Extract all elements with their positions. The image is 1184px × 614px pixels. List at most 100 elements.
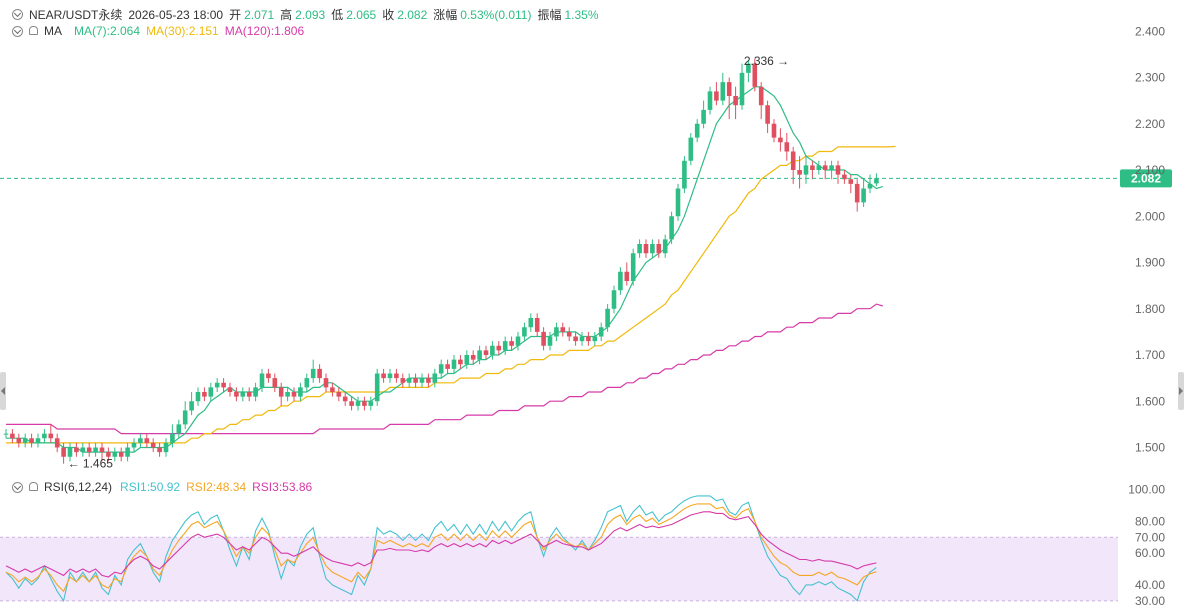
low-value: 2.065 (346, 8, 377, 22)
candle-body (758, 86, 764, 106)
candle (714, 82, 719, 106)
candle-body (163, 442, 169, 453)
candle-body (394, 373, 399, 379)
candle (170, 424, 175, 448)
candle-body (547, 336, 553, 346)
candle-body (131, 442, 137, 448)
candle-body (362, 401, 367, 406)
candle-body (336, 392, 342, 397)
ma7-series-line (6, 86, 883, 453)
candle-body (682, 160, 687, 189)
candle-body (701, 109, 706, 124)
candle-body (381, 373, 386, 379)
candle-body (669, 216, 674, 240)
scroll-left-handle[interactable] (0, 372, 6, 410)
candle-body (29, 438, 34, 443)
candle-body (22, 438, 28, 443)
candle (573, 331, 578, 346)
candle (483, 345, 489, 360)
candle (285, 387, 290, 402)
candle (342, 392, 348, 406)
candle-body (80, 447, 86, 453)
candle-body (291, 392, 297, 397)
candle (336, 387, 342, 402)
candle-body (125, 447, 130, 457)
candle-body (406, 378, 412, 383)
candle-body (61, 447, 66, 457)
candle (554, 322, 559, 342)
candle-body (54, 438, 60, 448)
candle-body (515, 336, 521, 346)
candle (643, 239, 649, 258)
collapse-icon[interactable] (12, 9, 23, 20)
candle-body (317, 368, 322, 379)
candle-body (413, 378, 418, 383)
candle-body (586, 336, 591, 342)
candle-body (694, 123, 700, 138)
candle-body (202, 392, 207, 397)
rsi-legend: RSI(6,12,24) RSI1:50.92 RSI2:48.34 RSI3:… (12, 480, 318, 494)
candle-body (790, 151, 796, 170)
collapse-icon[interactable] (12, 481, 23, 493)
candle-body (714, 91, 719, 101)
high-value: 2.093 (295, 8, 326, 22)
candle (637, 239, 642, 258)
candle-body (650, 244, 655, 254)
candle-body (355, 401, 361, 406)
ma120-legend: MA(120):1.806 (224, 24, 305, 38)
price-axis: 2.400 2.300 2.200 2.100 2.000 1.900 1.800 1.700… (1135, 24, 1165, 454)
extreme-markers: 2.336 → ← 1.465 (68, 54, 790, 471)
candle (208, 382, 214, 402)
ma-label[interactable]: MA (44, 24, 62, 38)
candle-body (829, 165, 834, 170)
candle (790, 146, 796, 184)
candle-body (304, 378, 310, 388)
candle (86, 442, 92, 457)
candle (131, 438, 137, 453)
candle-body (470, 355, 476, 360)
candle-body (726, 82, 732, 96)
candle (163, 438, 169, 457)
ma-legend: MA MA(7):2.064 MA(30):2.151 MA(120):1.80… (12, 24, 310, 38)
candle (150, 438, 156, 453)
current-price-line: 2.082 (0, 169, 1172, 188)
rsi-band (0, 537, 1118, 601)
candle-body (42, 433, 47, 439)
bell-icon[interactable] (29, 481, 38, 491)
candle (317, 364, 322, 383)
candle-body (170, 433, 175, 443)
datetime-label: 2026-05-23 18:00 (128, 7, 224, 22)
candle (586, 331, 591, 346)
scroll-right-handle[interactable] (1178, 372, 1184, 410)
candle-body (752, 63, 758, 87)
candle (67, 442, 73, 462)
collapse-icon[interactable] (12, 25, 23, 37)
candle-body (848, 179, 854, 184)
open-value: 2.071 (244, 8, 275, 22)
bell-icon[interactable] (29, 25, 38, 35)
candle (266, 368, 271, 383)
rsi-label[interactable]: RSI(6,12,24) (44, 480, 113, 494)
candle-body (112, 452, 118, 457)
candle (74, 442, 79, 457)
rsi-tick-label: 30.00 (1135, 594, 1165, 608)
candle (522, 322, 527, 342)
symbol-label[interactable]: NEAR/USDT永续 (29, 8, 123, 22)
candle-body (534, 318, 540, 332)
candle (630, 248, 636, 286)
change-value: 0.53%(0.011) (460, 8, 532, 22)
candlesticks[interactable] (3, 59, 879, 464)
rsi2-series-line (5, 503, 877, 593)
candle (669, 211, 674, 244)
candle-body (3, 433, 9, 435)
rsi-tick-label: 80.00 (1135, 514, 1165, 528)
candle-body (611, 290, 617, 309)
candle (278, 382, 284, 406)
candle (182, 401, 188, 429)
candle (733, 86, 738, 120)
candle-body (272, 378, 278, 388)
candle (323, 373, 329, 392)
rsi-tick-label: 70.00 (1135, 530, 1165, 544)
candle (496, 341, 502, 355)
